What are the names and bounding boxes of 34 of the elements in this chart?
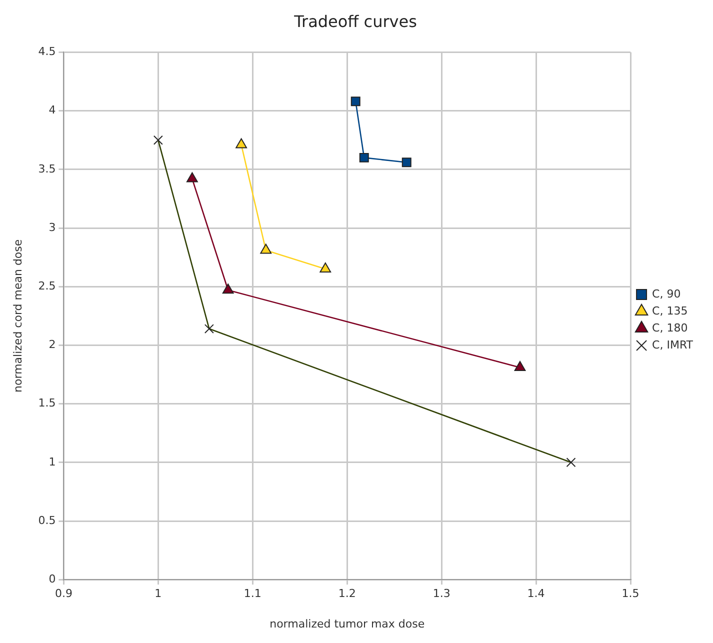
y-tick-label: 1.5 (38, 396, 56, 410)
y-tick-label: 4.5 (38, 45, 56, 58)
y-tick-label: 2 (48, 338, 56, 352)
y-tick-label: 3 (48, 220, 56, 234)
x-tick-label: 1.3 (432, 587, 450, 600)
point (222, 284, 234, 294)
point (350, 96, 360, 106)
x-tick-label: 1 (154, 587, 162, 600)
y-tick-label: 2.5 (38, 279, 56, 292)
point (153, 135, 163, 145)
point (514, 360, 526, 371)
point (186, 172, 198, 182)
x-tick-label: 1.4 (527, 587, 545, 600)
x-tick-label: 0.9 (54, 587, 72, 600)
y-tick-label: 1 (48, 455, 56, 468)
x-tick-label: 1.5 (622, 587, 640, 600)
point (402, 158, 412, 168)
x-axis-title: normalized tumor max dose (270, 617, 425, 630)
point (320, 262, 332, 273)
point (359, 152, 369, 162)
x-tick-label: 1.1 (244, 587, 262, 600)
legend-label: C, 180 (652, 321, 688, 334)
legend-label: C, IMRT (652, 338, 694, 352)
y-tick-label: 3.5 (38, 162, 56, 176)
legend-label: C, 135 (652, 304, 688, 318)
y-tick-label: 4 (48, 104, 56, 117)
point (236, 138, 247, 148)
x-tick-label: 1.2 (338, 587, 356, 600)
y-axis-title: normalized cord mean dose (11, 239, 24, 392)
y-tick-label: 0.5 (38, 514, 56, 527)
chart-title: Tradeoff curves (293, 12, 417, 31)
legend-label: C, 90 (652, 287, 681, 300)
point (260, 244, 272, 254)
y-tick-label: 0 (48, 572, 56, 586)
